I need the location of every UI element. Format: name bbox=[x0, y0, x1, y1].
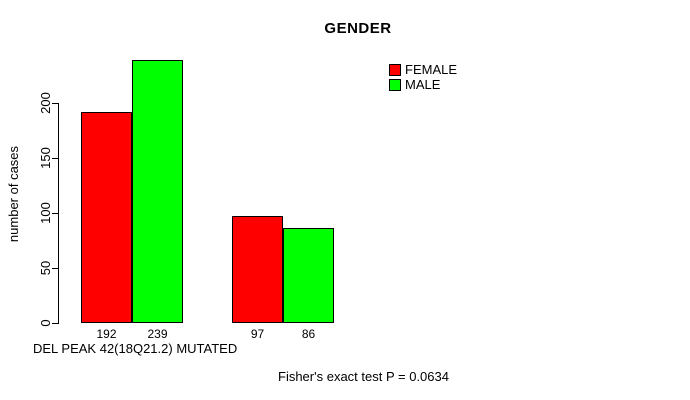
legend-swatch-female bbox=[389, 64, 401, 76]
legend: FEMALE MALE bbox=[389, 63, 457, 92]
fisher-test-annotation: Fisher's exact test P = 0.0634 bbox=[278, 369, 449, 384]
bar-value-label: 97 bbox=[250, 327, 265, 341]
y-axis-line bbox=[58, 103, 59, 324]
bar-female-group1 bbox=[81, 112, 132, 323]
y-tick-label: 50 bbox=[38, 260, 53, 276]
y-tick-mark bbox=[52, 323, 58, 324]
legend-row: MALE bbox=[389, 78, 457, 92]
y-tick-label: 0 bbox=[38, 319, 53, 327]
bar-female-group2 bbox=[232, 216, 283, 323]
y-tick-label: 100 bbox=[38, 202, 53, 224]
bar-male-group2 bbox=[283, 228, 334, 323]
legend-swatch-male bbox=[389, 79, 401, 91]
y-tick-mark bbox=[52, 158, 58, 159]
y-tick-label: 200 bbox=[38, 92, 53, 114]
chart-title: GENDER bbox=[324, 20, 392, 37]
y-tick-label: 150 bbox=[38, 147, 53, 169]
y-tick-mark bbox=[52, 103, 58, 104]
legend-label: MALE bbox=[405, 77, 441, 92]
legend-row: FEMALE bbox=[389, 63, 457, 77]
y-tick-mark bbox=[52, 268, 58, 269]
bar-value-label: 192 bbox=[96, 327, 117, 341]
x-axis-label: DEL PEAK 42(18Q21.2) MUTATED bbox=[33, 341, 238, 356]
bar-value-label: 239 bbox=[147, 327, 168, 341]
legend-label: FEMALE bbox=[405, 62, 458, 77]
y-tick-mark bbox=[52, 213, 58, 214]
bar-value-label: 86 bbox=[301, 327, 316, 341]
bar-male-group1 bbox=[132, 60, 183, 323]
